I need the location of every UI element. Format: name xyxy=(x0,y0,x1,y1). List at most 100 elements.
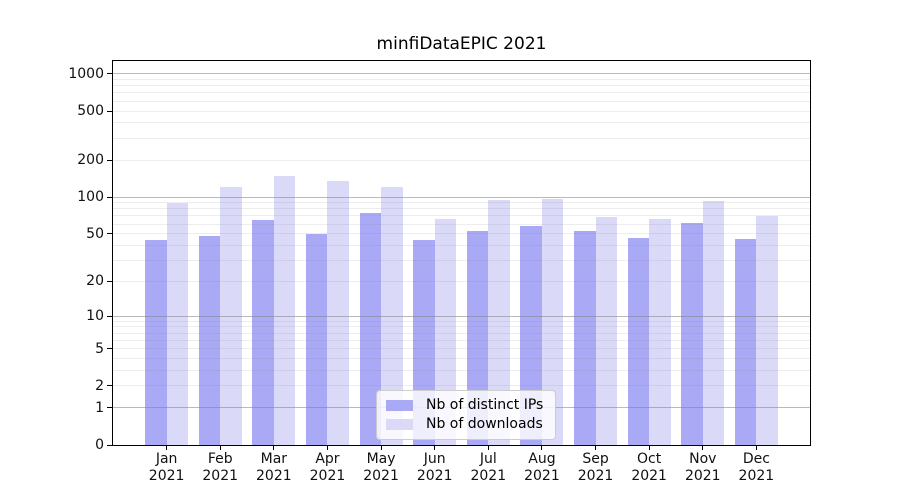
x-tick-label-mar: Mar 2021 xyxy=(256,451,292,484)
y-tick-mark-50 xyxy=(107,233,112,235)
bar-ips-feb xyxy=(198,235,221,445)
y-tick-label-2: 2 xyxy=(95,377,104,394)
x-tick-mark-aug xyxy=(541,446,543,450)
bar-downloads-jul xyxy=(488,200,510,445)
gridline-4 xyxy=(113,358,810,360)
y-tick-mark-1000 xyxy=(107,73,112,75)
legend: Nb of distinct IPs Nb of downloads xyxy=(376,390,557,440)
gridline-2 xyxy=(113,385,810,387)
x-tick-label-sep: Sep 2021 xyxy=(577,451,614,484)
x-tick-label-apr: Apr 2021 xyxy=(309,451,346,484)
legend-label-downloads: Nb of downloads xyxy=(426,416,543,432)
chart-title: minfiDataEPIC 2021 xyxy=(376,34,547,54)
y-tick-mark-5 xyxy=(107,348,112,350)
bar-downloads-nov xyxy=(702,200,725,445)
gridline-700 xyxy=(113,92,810,94)
x-tick-label-dec: Dec 2021 xyxy=(738,451,775,484)
x-tick-mark-feb xyxy=(219,446,221,450)
x-tick-label-feb: Feb 2021 xyxy=(202,451,239,484)
y-tick-mark-20 xyxy=(107,280,112,282)
x-tick-mark-apr xyxy=(326,446,328,450)
gridline-900 xyxy=(113,78,810,80)
gridline-8 xyxy=(113,326,810,328)
y-tick-mark-500 xyxy=(107,110,112,112)
bar-ips-nov xyxy=(681,223,703,445)
gridline-90 xyxy=(113,202,810,204)
bar-downloads-jan xyxy=(166,203,189,445)
gridline-600 xyxy=(113,100,810,102)
legend-swatch-downloads xyxy=(386,419,413,430)
gridline-500 xyxy=(113,110,810,112)
gridline-100 xyxy=(113,196,810,198)
y-tick-label-1000: 1000 xyxy=(68,65,104,82)
bar-downloads-aug xyxy=(541,198,564,445)
x-tick-label-jul: Jul 2021 xyxy=(470,451,507,484)
y-tick-label-5: 5 xyxy=(95,340,104,357)
gridline-5 xyxy=(113,348,810,350)
plot-area: Nb of distinct IPs Nb of downloads xyxy=(112,60,811,446)
gridline-400 xyxy=(113,122,810,124)
bar-downloads-dec xyxy=(756,215,778,445)
gridline-80 xyxy=(113,208,810,210)
bar-ips-mar xyxy=(252,219,274,445)
y-tick-mark-100 xyxy=(107,196,112,198)
gridline-30 xyxy=(113,260,810,261)
bar-downloads-jun xyxy=(434,219,457,445)
bar-ips-apr xyxy=(306,233,328,445)
gridline-800 xyxy=(113,85,810,87)
y-tick-label-200: 200 xyxy=(77,152,104,169)
bar-downloads-mar xyxy=(273,175,296,445)
gridline-3 xyxy=(113,370,810,372)
bar-ips-sep xyxy=(574,230,596,445)
y-tick-mark-0 xyxy=(107,444,112,446)
bar-downloads-sep xyxy=(595,216,617,445)
y-tick-label-20: 20 xyxy=(86,273,104,290)
y-tick-label-500: 500 xyxy=(77,103,104,119)
y-tick-label-0: 0 xyxy=(95,437,104,453)
x-tick-mark-dec xyxy=(755,446,757,450)
x-tick-mark-jun xyxy=(434,446,436,450)
x-tick-mark-sep xyxy=(595,446,597,450)
gridline-1000 xyxy=(113,73,810,75)
gridline-300 xyxy=(113,137,810,139)
x-tick-mark-jul xyxy=(487,446,489,450)
gridline-60 xyxy=(113,223,810,225)
legend-label-distinct-ips: Nb of distinct IPs xyxy=(426,397,544,413)
gridline-50 xyxy=(113,233,810,235)
legend-entry-downloads: Nb of downloads xyxy=(386,415,543,434)
gridline-9 xyxy=(113,320,810,322)
x-tick-label-oct: Oct 2021 xyxy=(631,451,667,484)
y-tick-mark-200 xyxy=(107,159,112,161)
x-tick-mark-jan xyxy=(166,446,168,450)
gridline-10 xyxy=(113,315,810,317)
gridline-40 xyxy=(113,244,810,246)
y-tick-mark-2 xyxy=(107,385,112,387)
x-tick-mark-nov xyxy=(702,446,704,450)
x-tick-label-aug: Aug 2021 xyxy=(524,451,560,484)
y-tick-label-50: 50 xyxy=(86,225,104,242)
x-tick-label-may: May 2021 xyxy=(363,451,399,484)
y-tick-mark-10 xyxy=(107,315,112,317)
gridline-200 xyxy=(113,159,810,161)
bar-ips-jan xyxy=(145,240,167,445)
y-tick-label-1: 1 xyxy=(95,399,104,416)
bar-ips-oct xyxy=(627,238,650,445)
gridline-70 xyxy=(113,215,810,217)
x-tick-label-jan: Jan 2021 xyxy=(148,451,185,484)
bar-downloads-apr xyxy=(327,181,349,445)
x-tick-mark-mar xyxy=(273,446,275,450)
y-tick-label-10: 10 xyxy=(86,308,104,325)
x-tick-mark-may xyxy=(380,446,382,450)
legend-entry-distinct-ips: Nb of distinct IPs xyxy=(386,396,543,415)
y-tick-label-100: 100 xyxy=(77,189,104,206)
x-tick-label-jun: Jun 2021 xyxy=(416,451,453,484)
gridline-7 xyxy=(113,332,810,334)
x-tick-label-nov: Nov 2021 xyxy=(684,451,721,484)
gridline-6 xyxy=(113,339,810,341)
legend-swatch-distinct-ips xyxy=(386,400,413,411)
bar-ips-may xyxy=(359,213,382,445)
y-tick-mark-1 xyxy=(107,407,112,409)
x-tick-mark-oct xyxy=(648,446,650,450)
bar-ips-dec xyxy=(734,239,757,445)
